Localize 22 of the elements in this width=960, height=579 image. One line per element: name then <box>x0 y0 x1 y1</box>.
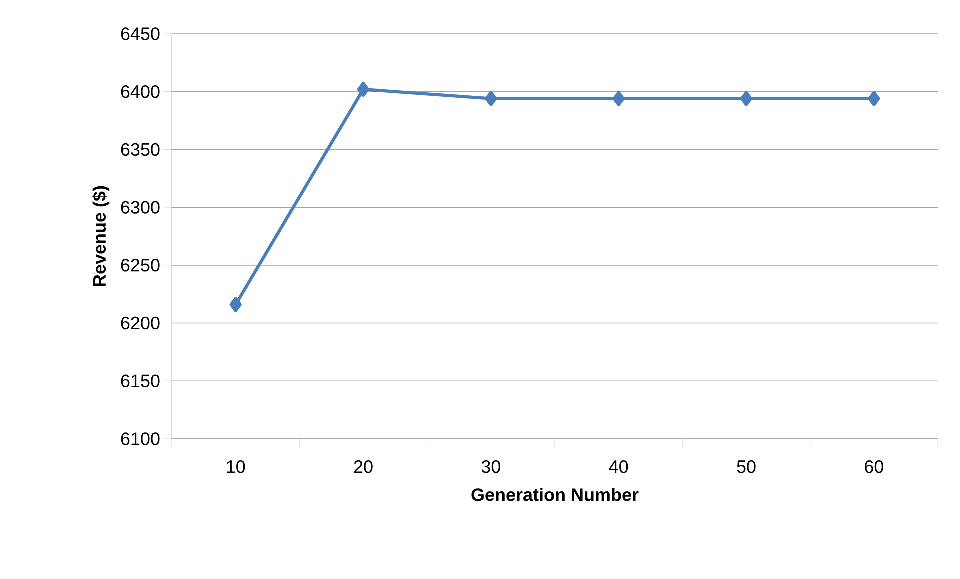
point <box>357 82 370 98</box>
x-tick-label: 50 <box>737 460 756 474</box>
point <box>612 91 625 106</box>
x-axis-title: Generation Number <box>472 488 639 502</box>
y-axis-title: Revenue ($) <box>92 186 110 286</box>
point <box>485 91 498 106</box>
point <box>740 91 753 106</box>
y-tick-label: 6150 <box>121 374 160 388</box>
x-tick-label: 40 <box>609 460 628 474</box>
point <box>868 91 880 106</box>
y-tick-label: 6450 <box>121 28 160 40</box>
x-tick-label: 30 <box>482 460 500 474</box>
y-tick-label: 6200 <box>121 316 160 330</box>
x-tick-label: 20 <box>354 460 373 474</box>
x-tick-label: 60 <box>865 460 884 474</box>
y-tick-label: 6350 <box>121 143 160 156</box>
y-tick-label: 6100 <box>121 432 160 446</box>
y-tick-label: 6300 <box>121 201 160 214</box>
y-tick-label: 6250 <box>121 259 160 272</box>
y-tick-label: 6400 <box>121 85 160 98</box>
x-tick-label: 10 <box>227 460 246 474</box>
point <box>230 297 242 312</box>
